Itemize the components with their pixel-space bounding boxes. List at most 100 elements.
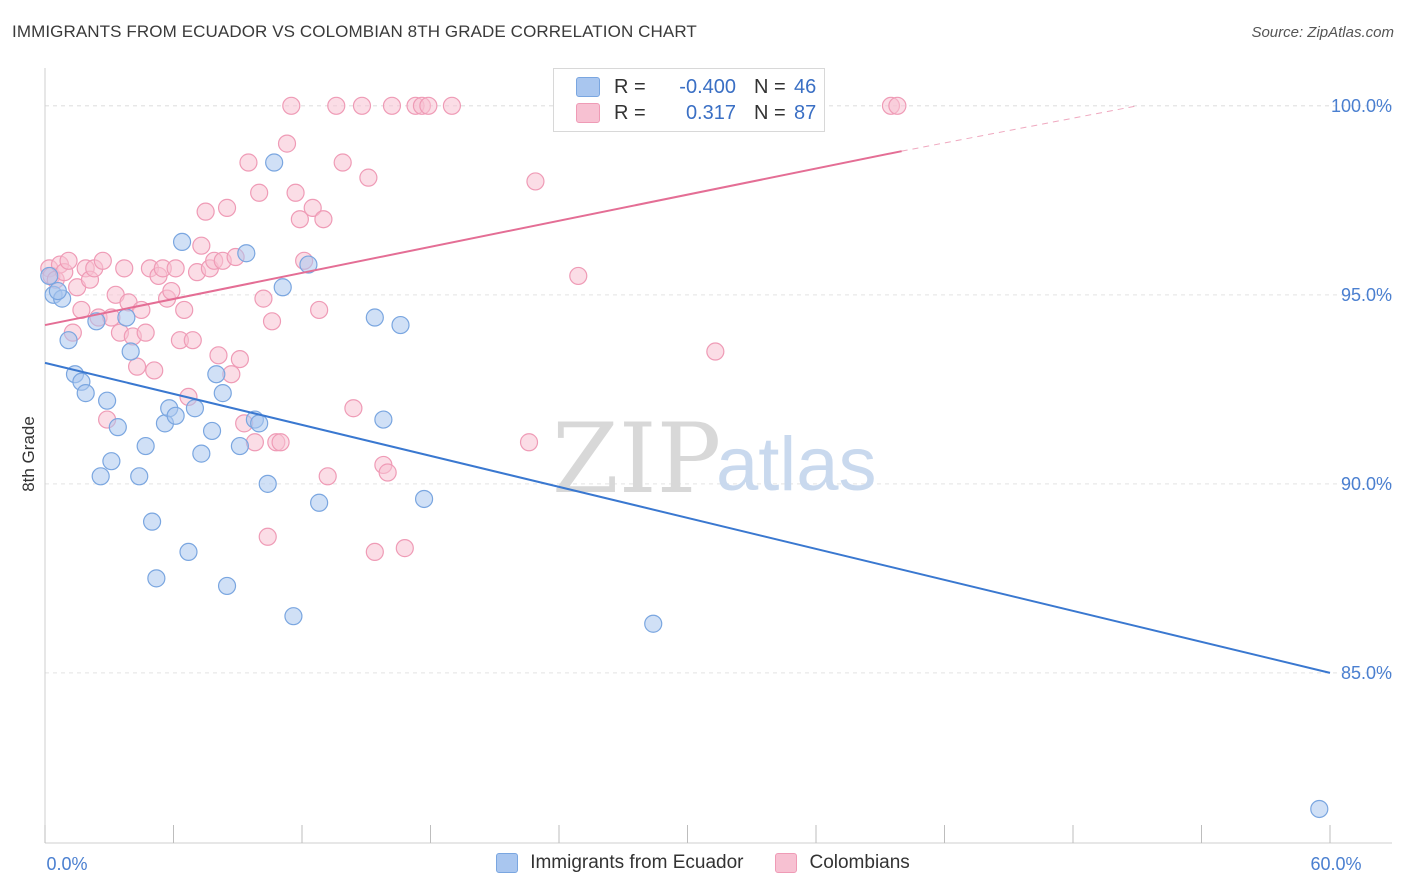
ecuador-point — [87, 312, 106, 331]
ecuador-point — [644, 614, 663, 633]
ecuador-point — [98, 391, 117, 410]
x-tick-label: 0.0% — [46, 854, 87, 874]
series-legend: Immigrants from Ecuador Colombians — [0, 852, 1406, 874]
colombian-point — [344, 399, 363, 418]
ecuador-point — [166, 406, 185, 425]
y-tick-label: 85.0% — [1341, 663, 1392, 683]
colombian-swatch — [576, 103, 600, 123]
legend-n-value: 87 — [794, 101, 817, 124]
colombian-legend-swatch — [775, 853, 798, 873]
ecuador-point — [1310, 799, 1329, 819]
ecuador-point — [117, 308, 136, 327]
ecuador-point — [230, 436, 249, 456]
legend-row-colombian: R = 0.317 N = 87 — [576, 100, 816, 126]
legend-r-value: -0.400 — [679, 75, 736, 98]
ecuador-point — [258, 474, 277, 493]
ecuador-swatch — [576, 77, 600, 97]
legend-row-ecuador: R = -0.400 N = 46 — [576, 74, 816, 100]
colombian-point — [442, 96, 462, 115]
colombian-point — [166, 259, 185, 278]
ecuador-point — [250, 414, 269, 433]
colombian-point — [217, 198, 237, 217]
ecuador-legend-swatch — [496, 853, 519, 873]
colombian-point — [145, 361, 164, 380]
legend-n-value: 46 — [794, 75, 817, 98]
y-tick-label: 90.0% — [1341, 474, 1392, 494]
legend-label-colombian: Colombians — [809, 852, 910, 873]
grid-lines — [45, 105, 1392, 674]
legend-r-label: R = — [614, 101, 646, 124]
colombian-point — [569, 266, 588, 286]
colombian-point — [250, 183, 269, 202]
colombian-point — [526, 172, 545, 191]
colombian-point — [183, 331, 202, 350]
colombian-point — [258, 527, 277, 546]
colombian-point — [333, 153, 352, 172]
colombian-point — [239, 153, 258, 172]
colombian-point — [888, 96, 907, 115]
y-tick-label: 100.0% — [1331, 96, 1392, 116]
colombian-point — [136, 323, 155, 342]
ecuador-point — [136, 436, 155, 456]
colombian-point — [262, 312, 282, 331]
ecuador-point — [142, 512, 162, 531]
ecuador-point — [179, 542, 198, 562]
colombian-point — [277, 134, 297, 153]
colombian-point — [230, 349, 249, 369]
colombian-point — [378, 463, 397, 482]
ecuador-point — [48, 281, 67, 301]
legend-item-colombian[interactable]: Colombians — [775, 852, 910, 874]
ecuador-point — [172, 232, 192, 252]
ecuador-point — [40, 266, 59, 286]
colombian-point — [706, 342, 725, 361]
ecuador-point — [284, 607, 303, 626]
ecuador-point — [310, 493, 329, 512]
colombian-point — [314, 210, 333, 229]
colombian-point — [310, 300, 329, 320]
legend-n-label: N = — [754, 75, 786, 98]
stats-legend: R = -0.400 N = 46 R = 0.317 N = 87 — [553, 68, 825, 132]
ecuador-point — [202, 421, 222, 441]
tick-labels: 100.0% 95.0% 90.0% 85.0% 0.0% 60.0% — [46, 96, 1392, 874]
ecuador-point — [192, 444, 211, 463]
ecuador-point — [185, 399, 205, 418]
ecuador-point — [91, 467, 110, 486]
colombian-point — [245, 433, 264, 452]
legend-r-label: R = — [614, 75, 646, 98]
ecuador-point — [391, 315, 410, 335]
ecuador-points — [40, 153, 1329, 819]
legend-item-ecuador[interactable]: Immigrants from Ecuador — [496, 852, 743, 874]
colombian-point — [352, 96, 372, 115]
ecuador-point — [130, 467, 149, 486]
colombian-point — [192, 236, 211, 255]
chart-source: Source: ZipAtlas.com — [1251, 24, 1394, 41]
ecuador-trend-line — [44, 361, 1331, 674]
colombian-point — [162, 281, 181, 301]
colombian-point — [286, 183, 305, 202]
colombian-point — [93, 251, 112, 270]
colombian-point — [419, 96, 438, 115]
colombian-point — [519, 433, 539, 452]
colombian-trend-extension — [901, 105, 1138, 152]
ecuador-point — [273, 278, 292, 297]
colombian-point — [271, 433, 290, 452]
colombian-point — [175, 300, 194, 320]
colombian-point — [59, 251, 78, 270]
colombian-trend-line — [44, 150, 902, 327]
colombian-point — [365, 542, 384, 562]
watermark-atlas: atlas — [716, 422, 877, 507]
colombian-point — [127, 357, 147, 376]
ecuador-point — [108, 418, 127, 437]
ecuador-point — [213, 384, 232, 403]
ecuador-point — [59, 331, 78, 350]
ecuador-point — [365, 308, 384, 327]
ecuador-point — [147, 569, 166, 588]
legend-r-value: 0.317 — [685, 101, 736, 124]
colombian-point — [359, 168, 378, 187]
colombian-point — [382, 96, 402, 115]
ecuador-point — [265, 153, 284, 172]
watermark-zip: ZIP — [552, 403, 721, 515]
ecuador-point — [121, 342, 140, 361]
colombian-point — [303, 198, 322, 217]
